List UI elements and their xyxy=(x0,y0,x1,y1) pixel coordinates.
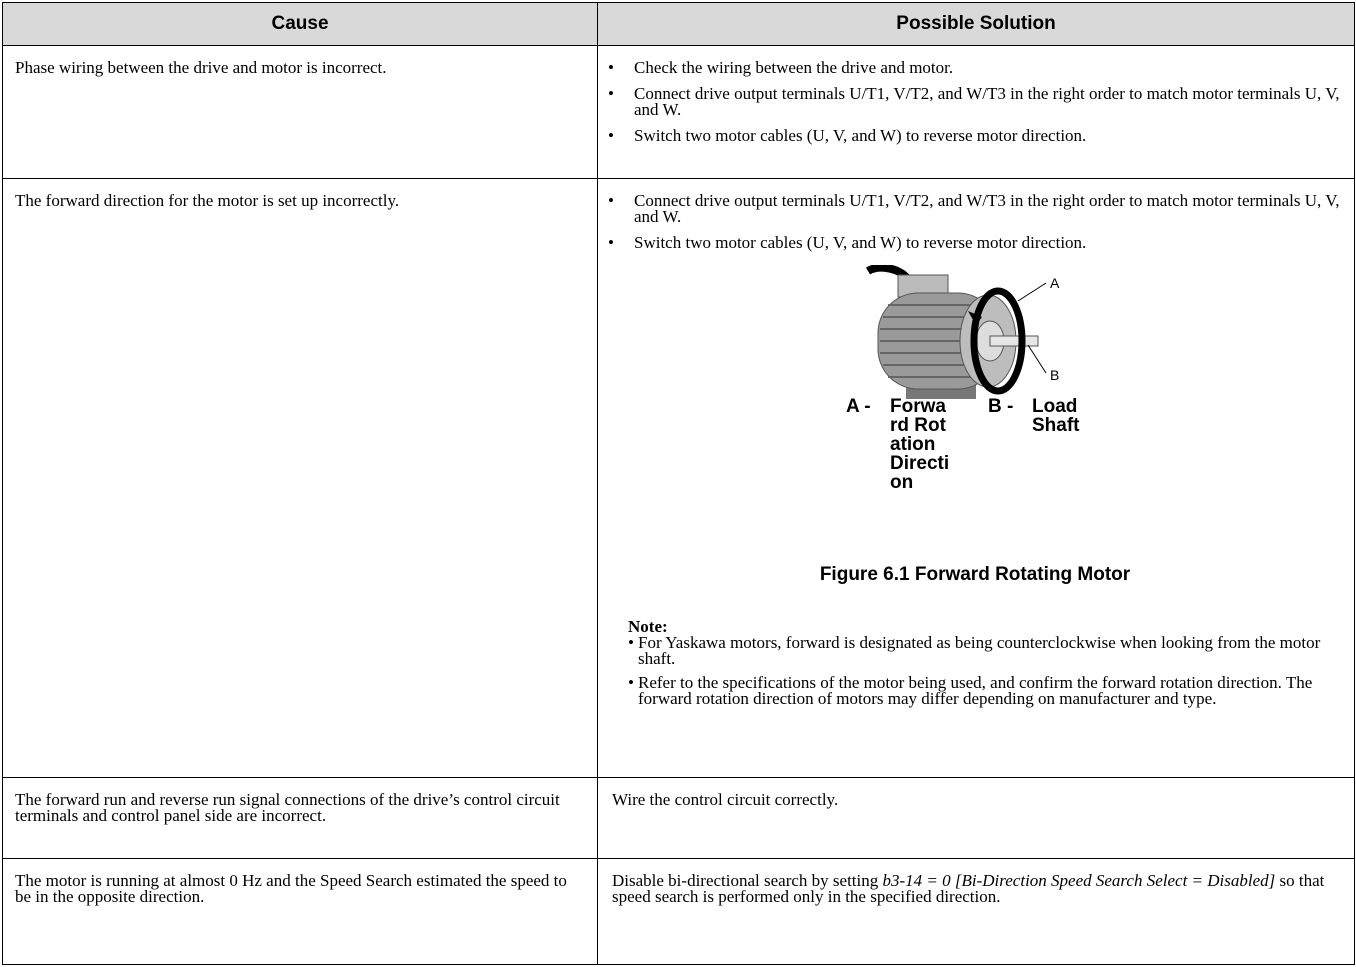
callout-label: A xyxy=(1050,275,1060,291)
motor-illustration xyxy=(865,265,1047,399)
legend-label: Load Shaft xyxy=(1032,396,1080,436)
solution-item: Switch two motor cables (U, V, and W) to… xyxy=(608,127,1342,144)
cause-cell: The forward direction for the motor is s… xyxy=(2,178,598,778)
parameter-setting: b3-14 = 0 [Bi-Direction Speed Search Sel… xyxy=(882,871,1276,890)
row: The forward direction for the motor is s… xyxy=(2,178,1355,778)
legend-entry: B - Load Shaft xyxy=(988,397,1092,435)
solution-list: Connect drive output terminals U/T1, V/T… xyxy=(608,192,1342,251)
legend-entry: A - Forward Rotation Direction xyxy=(846,397,952,492)
figure: A B A - Forward Rotation Direction B - L… xyxy=(608,261,1342,621)
legend-key: A - xyxy=(846,396,871,417)
callout-label: B xyxy=(1050,367,1060,383)
solution-cell: Wire the control circuit correctly. xyxy=(597,777,1355,859)
solution-item: Connect drive output terminals U/T1, V/T… xyxy=(608,85,1342,118)
cause-cell: The motor is running at almost 0 Hz and … xyxy=(2,858,598,965)
header-row: Cause Possible Solution xyxy=(2,2,1355,46)
solution-text: so that speed search is performed only i… xyxy=(612,871,1325,906)
row: Phase wiring between the drive and motor… xyxy=(2,45,1355,179)
cause-cell: The forward run and reverse run signal c… xyxy=(2,777,598,859)
solution-item: Connect drive output terminals U/T1, V/T… xyxy=(608,192,1342,225)
solution-item: Switch two motor cables (U, V, and W) to… xyxy=(608,234,1342,251)
legend-label: Forward Rotation Direction xyxy=(890,396,950,493)
solution-cell: Disable bi-directional search by setting… xyxy=(597,858,1355,965)
note-item: For Yaskawa motors, forward is designate… xyxy=(628,634,1342,667)
solution-cell: Check the wiring between the drive and m… xyxy=(597,45,1355,179)
figure-caption: Figure 6.1 Forward Rotating Motor xyxy=(819,564,1131,585)
solution-list: Check the wiring between the drive and m… xyxy=(608,59,1342,144)
note-title: Note: xyxy=(628,617,668,636)
row: The forward run and reverse run signal c… xyxy=(2,777,1355,859)
legend-key: B - xyxy=(988,396,1014,417)
note: Note: For Yaskawa motors, forward is des… xyxy=(608,617,1342,707)
cause-cell: Phase wiring between the drive and motor… xyxy=(2,45,598,179)
solution-item: Check the wiring between the drive and m… xyxy=(608,59,1342,76)
solution-cell: Connect drive output terminals U/T1, V/T… xyxy=(597,178,1355,778)
header-cell: Possible Solution xyxy=(597,2,1355,46)
note-item: Refer to the specifications of the motor… xyxy=(628,674,1342,707)
solution-text: Disable bi-directional search by setting xyxy=(612,871,883,890)
row: The motor is running at almost 0 Hz and … xyxy=(2,858,1355,965)
header-cell: Cause xyxy=(2,2,598,46)
